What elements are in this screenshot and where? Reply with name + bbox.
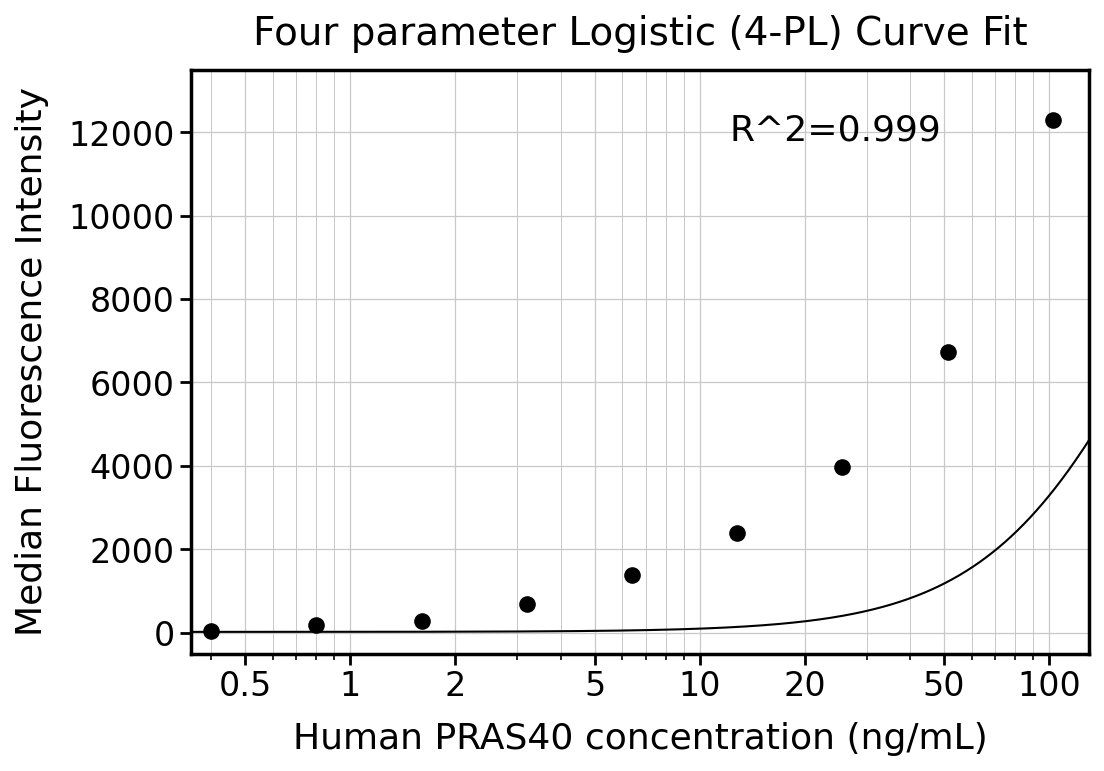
Point xyxy=(413,615,431,628)
Y-axis label: Median Fluorescence Intensity: Median Fluorescence Intensity xyxy=(15,87,49,636)
Point xyxy=(307,619,325,631)
Point xyxy=(518,598,535,611)
Point xyxy=(623,569,640,581)
Point xyxy=(1044,114,1062,126)
Point xyxy=(202,625,220,637)
Point xyxy=(938,346,956,359)
X-axis label: Human PRAS40 concentration (ng/mL): Human PRAS40 concentration (ng/mL) xyxy=(293,722,987,756)
Title: Four parameter Logistic (4-PL) Curve Fit: Four parameter Logistic (4-PL) Curve Fit xyxy=(253,15,1027,53)
Text: R^2=0.999: R^2=0.999 xyxy=(730,113,942,147)
Point xyxy=(729,527,746,539)
Point xyxy=(834,461,851,473)
